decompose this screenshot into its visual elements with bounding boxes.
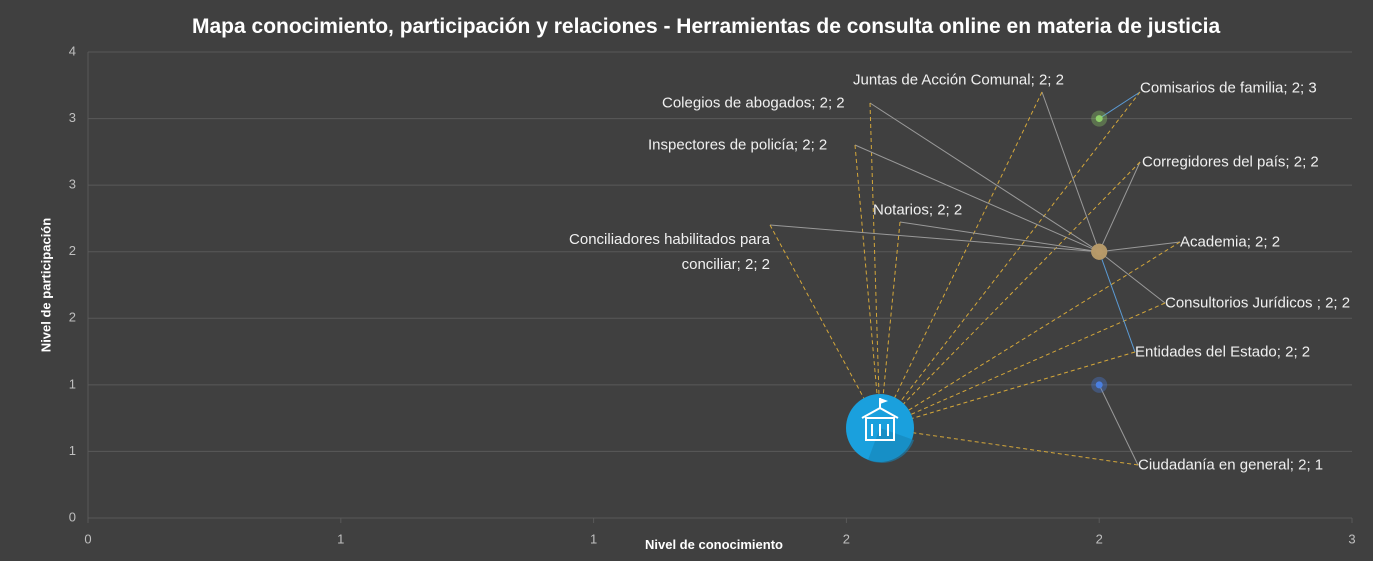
point — [1095, 248, 1103, 256]
point — [1095, 115, 1103, 123]
y-tick-label: 3 — [69, 110, 76, 125]
y-tick-label: 2 — [69, 310, 76, 325]
y-tick-label: 0 — [69, 509, 76, 524]
relation-line — [879, 91, 1043, 429]
y-tick-label: 1 — [69, 443, 76, 458]
x-axis-label: Nivel de conocimiento — [645, 537, 783, 552]
data-label: Academia; 2; 2 — [1180, 233, 1281, 251]
leader-line — [769, 224, 1100, 253]
data-label: Inspectores de policía; 2; 2 — [648, 136, 828, 154]
leader-line — [1098, 384, 1139, 466]
y-axis-label: Nivel de participación — [38, 217, 54, 353]
x-tick-label: 2 — [843, 531, 850, 546]
leader-line — [1041, 91, 1100, 252]
data-label: Comisarios de familia; 2; 3 — [1140, 79, 1317, 97]
leader-line — [1098, 161, 1141, 252]
relation-line — [769, 224, 881, 429]
data-label: Juntas de Acción Comunal; 2; 2 — [853, 71, 1064, 89]
leader-line — [1098, 251, 1136, 353]
point — [1095, 381, 1103, 389]
relation-line — [879, 302, 1166, 429]
chart-title: Mapa conocimiento, participación y relac… — [192, 15, 1221, 38]
x-tick-label: 0 — [84, 531, 91, 546]
relation-line — [879, 161, 1141, 429]
x-tick-label: 1 — [337, 531, 344, 546]
x-tick-label: 2 — [1096, 531, 1103, 546]
leader-line — [899, 221, 1100, 253]
leader-line — [869, 102, 1100, 253]
data-label: Ciudadanía en general; 2; 1 — [1138, 456, 1324, 474]
data-label: Conciliadores habilitados para conciliar… — [569, 231, 770, 273]
relation-line — [879, 427, 1139, 466]
leader-line — [1098, 91, 1141, 119]
y-tick-label: 1 — [69, 376, 76, 391]
data-label: Entidades del Estado; 2; 2 — [1135, 343, 1311, 361]
y-tick-label: 3 — [69, 177, 76, 192]
leader-line — [854, 144, 1100, 253]
y-tick-label: 4 — [69, 43, 76, 58]
data-label: Colegios de abogados; 2; 2 — [662, 94, 845, 112]
leader-line — [1099, 241, 1181, 253]
x-tick-label: 3 — [1348, 531, 1355, 546]
data-label: Consultorios Jurídicos ; 2; 2 — [1165, 294, 1351, 312]
data-label: Notarios; 2; 2 — [873, 201, 963, 219]
institution-icon — [846, 394, 914, 463]
data-label: Corregidores del país; 2; 2 — [1142, 153, 1319, 171]
relation-line — [854, 144, 881, 429]
relation-line — [879, 91, 1141, 429]
x-tick-label: 1 — [590, 531, 597, 546]
y-tick-label: 2 — [69, 243, 76, 258]
relation-line — [869, 102, 881, 429]
relation-line — [879, 351, 1136, 429]
relation-line — [879, 241, 1181, 429]
leader-line — [1098, 251, 1166, 304]
